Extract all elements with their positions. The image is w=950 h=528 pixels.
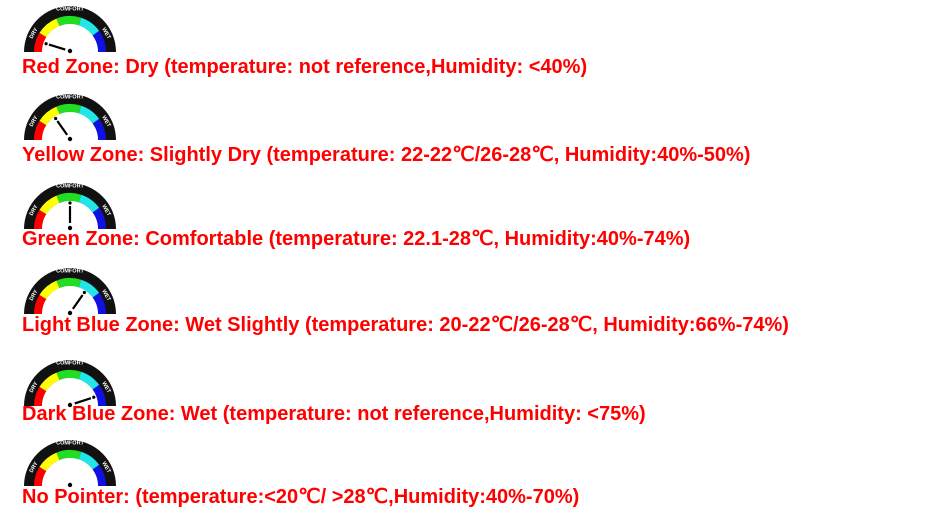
gauge-zone: [56, 104, 82, 115]
gauge-label-dry: DRY: [29, 381, 40, 394]
gauge-needle-tip: [92, 395, 96, 399]
hygrometer-gauge-icon: COMFORT DRY WET: [24, 360, 116, 408]
gauge-zone: [34, 386, 47, 406]
gauge-zone: [92, 292, 106, 314]
hygrometer-gauge-icon: COMFORT DRY WET: [24, 268, 116, 316]
gauge-zone: [78, 105, 100, 124]
gauge-needle-tip: [44, 42, 48, 46]
zone-description: Green Zone: Comfortable (temperature: 22…: [22, 228, 691, 250]
gauge-zone: [78, 279, 100, 298]
gauge-label-wet: WET: [100, 27, 112, 41]
gauge-bezel: [24, 94, 116, 140]
gauge-label-comfort: COMFORT: [56, 184, 84, 190]
gauge-pivot: [67, 402, 73, 408]
gauge-zone: [34, 466, 47, 486]
gauge-bezel: [24, 360, 116, 406]
gauge-zone: [39, 452, 60, 472]
gauge-label-dry: DRY: [29, 461, 40, 474]
zone-description: Yellow Zone: Slightly Dry (temperature: …: [22, 144, 751, 166]
gauge-zone: [39, 106, 60, 126]
gauge-zone: [34, 120, 47, 140]
gauge-label-dry: DRY: [29, 27, 40, 40]
gauge-label-dry: DRY: [29, 204, 40, 217]
gauge-needle: [71, 294, 84, 310]
gauge-zone: [92, 384, 106, 406]
gauge-bezel: [24, 6, 116, 52]
gauge-label-comfort: COMFORT: [56, 361, 84, 367]
hygrometer-gauge-icon: COMFORT DRY WET: [24, 440, 116, 488]
gauge-zone: [39, 372, 60, 392]
gauge-zone: [34, 209, 47, 229]
gauge-label-comfort: COMFORT: [56, 7, 84, 13]
gauge-zone: [56, 450, 82, 461]
zone-description: No Pointer: (temperature:<20℃/ >28℃,Humi…: [22, 486, 580, 508]
gauge-needle: [48, 43, 66, 51]
gauge-bezel: [24, 183, 116, 229]
gauge-zone: [92, 30, 106, 52]
gauge-needle-tip: [54, 116, 58, 121]
zone-description: Light Blue Zone: Wet Slightly (temperatu…: [22, 314, 789, 336]
gauge-zone: [92, 118, 106, 140]
gauge-label-wet: WET: [100, 289, 112, 303]
gauge-label-comfort: COMFORT: [56, 441, 84, 447]
gauge-zone: [34, 32, 47, 52]
gauge-label-dry: DRY: [29, 115, 40, 128]
gauge-label-comfort: COMFORT: [56, 269, 84, 275]
gauge-zone: [78, 17, 100, 36]
hygrometer-gauge-icon: COMFORT DRY WET: [24, 6, 116, 54]
gauge-pivot: [67, 225, 73, 231]
gauge-pivot: [67, 48, 73, 54]
gauge-zone: [56, 193, 82, 204]
gauge-zone: [34, 294, 47, 314]
gauge-label-comfort: COMFORT: [56, 95, 84, 101]
zone-description: Dark Blue Zone: Wet (temperature: not re…: [22, 403, 646, 425]
gauge-zone: [92, 464, 106, 486]
gauge-label-wet: WET: [100, 461, 112, 475]
zone-description: Red Zone: Dry (temperature: not referenc…: [22, 56, 588, 78]
hygrometer-gauge-icon: COMFORT DRY WET: [24, 94, 116, 142]
gauge-zone: [39, 18, 60, 38]
gauge-pivot: [67, 482, 73, 488]
gauge-needle: [56, 120, 69, 136]
hygrometer-gauge-icon: COMFORT DRY WET: [24, 183, 116, 231]
gauge-zone: [39, 195, 60, 215]
gauge-needle-tip: [68, 201, 72, 205]
gauge-zone: [39, 280, 60, 300]
gauge-needle: [74, 397, 92, 405]
gauge-pivot: [67, 310, 73, 316]
gauge-label-dry: DRY: [29, 289, 40, 302]
gauge-bezel: [24, 268, 116, 314]
gauge-zone: [56, 370, 82, 381]
gauge-zone: [78, 451, 100, 470]
gauge-zone: [56, 15, 82, 27]
gauge-zone: [92, 207, 106, 229]
gauge-label-wet: WET: [100, 115, 112, 129]
gauge-zone: [78, 371, 100, 390]
gauge-needle-tip: [82, 290, 86, 295]
gauge-zone: [56, 278, 82, 289]
gauge-pivot: [67, 136, 73, 142]
gauge-zone: [78, 194, 100, 213]
gauge-bezel: [24, 440, 116, 486]
gauge-label-wet: WET: [100, 204, 112, 218]
gauge-label-wet: WET: [100, 381, 112, 395]
